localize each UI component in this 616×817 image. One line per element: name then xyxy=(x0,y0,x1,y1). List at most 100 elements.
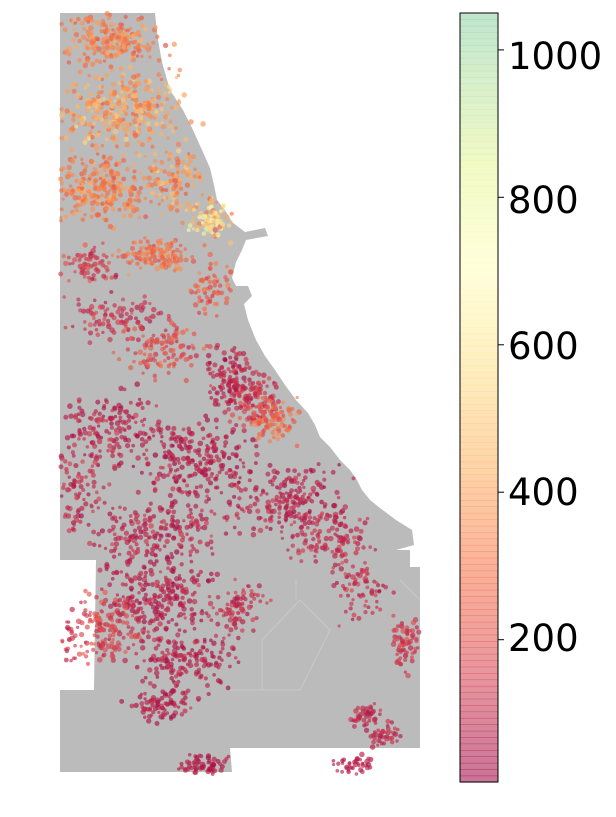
colorbar-band xyxy=(460,166,498,174)
data-point xyxy=(94,490,99,495)
data-point xyxy=(234,594,241,601)
data-point xyxy=(337,462,341,467)
data-point xyxy=(133,351,138,356)
data-point xyxy=(245,611,250,617)
data-point xyxy=(354,719,359,724)
data-point xyxy=(59,207,64,212)
data-point xyxy=(303,468,309,474)
data-point xyxy=(372,702,377,706)
data-point xyxy=(83,136,88,142)
data-point xyxy=(93,75,98,81)
data-point xyxy=(108,93,113,98)
data-point xyxy=(187,205,193,211)
data-point xyxy=(151,243,156,248)
data-point xyxy=(100,143,105,148)
data-point xyxy=(102,312,108,318)
data-point xyxy=(277,511,282,515)
data-point xyxy=(109,437,114,442)
data-point xyxy=(176,100,182,105)
data-point xyxy=(83,600,87,604)
data-point xyxy=(60,119,64,124)
data-point xyxy=(97,321,102,327)
data-point xyxy=(215,213,221,218)
data-point xyxy=(227,473,234,479)
data-point xyxy=(139,437,145,442)
data-point xyxy=(184,589,190,595)
data-point xyxy=(84,640,90,646)
colorbar-band xyxy=(460,38,498,46)
data-point xyxy=(302,515,308,521)
data-point xyxy=(114,607,121,614)
colorbar-band xyxy=(460,365,498,373)
data-point xyxy=(186,345,191,350)
data-point xyxy=(121,121,127,127)
data-point xyxy=(70,117,76,123)
data-point xyxy=(125,347,131,352)
data-point xyxy=(78,190,84,195)
data-point xyxy=(164,538,170,545)
data-point xyxy=(107,482,112,487)
data-point xyxy=(92,298,97,303)
data-point xyxy=(164,692,169,697)
data-point xyxy=(257,417,262,422)
data-point xyxy=(73,21,78,25)
data-point xyxy=(99,193,105,198)
data-point xyxy=(166,370,171,376)
data-point xyxy=(180,455,187,462)
data-point xyxy=(117,552,122,557)
colorbar-band xyxy=(460,423,498,431)
data-point xyxy=(64,649,69,654)
data-point xyxy=(188,507,193,512)
data-point xyxy=(290,543,296,548)
data-point xyxy=(342,515,347,520)
data-point xyxy=(94,327,99,332)
data-point xyxy=(151,480,157,486)
data-point xyxy=(154,121,160,127)
data-point xyxy=(142,417,147,422)
data-point xyxy=(221,378,226,383)
data-point xyxy=(361,717,367,723)
data-point xyxy=(127,539,132,543)
colorbar-tick-label-800: 800 xyxy=(508,179,579,222)
data-point xyxy=(317,540,322,544)
data-point xyxy=(186,458,192,463)
data-point xyxy=(225,264,229,269)
data-point xyxy=(94,594,99,600)
data-point xyxy=(108,37,114,42)
data-point xyxy=(193,167,197,171)
data-point xyxy=(104,100,109,106)
data-point xyxy=(163,450,167,455)
data-point xyxy=(149,550,155,557)
data-point xyxy=(88,158,95,165)
data-point xyxy=(238,476,242,480)
data-point xyxy=(97,621,102,626)
colorbar-band xyxy=(460,282,498,290)
data-point xyxy=(193,503,199,509)
data-point xyxy=(302,521,308,526)
data-point xyxy=(242,465,246,469)
data-point xyxy=(232,621,238,627)
data-point xyxy=(155,179,162,186)
data-point xyxy=(128,545,133,550)
data-point xyxy=(270,497,276,504)
data-point xyxy=(137,694,143,700)
data-point xyxy=(391,627,397,633)
colorbar-tick-label-1000: 1000 xyxy=(508,35,603,78)
data-point xyxy=(69,658,73,663)
data-point xyxy=(63,414,69,420)
data-point xyxy=(177,461,181,465)
data-point xyxy=(364,599,368,603)
data-point xyxy=(201,645,206,650)
data-point xyxy=(125,202,130,207)
data-point xyxy=(138,170,143,175)
data-point xyxy=(171,197,176,201)
data-point xyxy=(68,262,72,266)
data-point xyxy=(169,339,175,345)
data-point xyxy=(111,637,115,642)
data-point xyxy=(124,101,128,106)
data-point xyxy=(110,542,115,547)
data-point xyxy=(249,600,253,605)
data-point xyxy=(117,181,122,185)
data-point xyxy=(211,640,217,646)
colorbar-band xyxy=(460,359,498,367)
